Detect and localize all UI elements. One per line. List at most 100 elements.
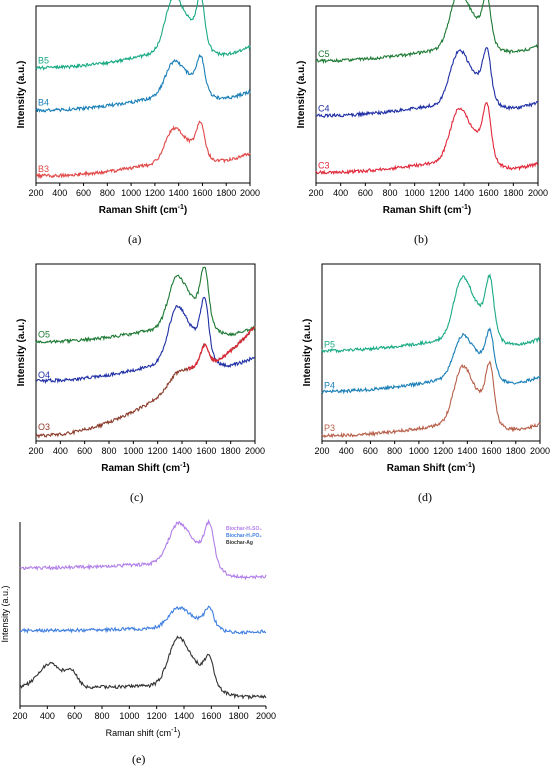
plot-frame	[35, 5, 251, 184]
x-axis-label: Raman Shift (cm-1)	[101, 462, 189, 474]
x-tick-label: 1200	[145, 188, 165, 198]
x-tick-label: 1000	[121, 188, 141, 198]
legend-entry: Biochar-Ag	[226, 540, 253, 546]
x-tick-label: 2000	[245, 446, 265, 456]
x-tick-label: 800	[387, 446, 402, 456]
chart-b: 200 400 600 800 1000 1200 1400 1600 1800 2000 Rama…	[296, 0, 548, 216]
panel-d: 200 400 600 800 1000 1200 1400 1600 1800 2000 Rama…	[278, 258, 550, 510]
x-tick-label: 2000	[240, 188, 260, 198]
series-line-1	[321, 273, 541, 354]
chart-c: 200 400 600 800 1000 1200 1400 1600 1800 2000 Rama…	[16, 263, 265, 474]
x-tick-label: 200	[308, 188, 323, 198]
series-label: P4	[324, 380, 335, 390]
series-label: P3	[324, 423, 335, 433]
series-line-3	[19, 635, 267, 701]
x-tick-label: 600	[67, 711, 82, 721]
x-tick-label: 600	[76, 188, 91, 198]
series-label: O5	[38, 330, 50, 340]
series-line-3	[315, 102, 539, 176]
series-line-tail	[187, 327, 255, 371]
series-line-1	[316, 0, 539, 65]
x-axis-label: Raman Shift (cm-1)	[387, 462, 475, 474]
series-line-1	[19, 518, 267, 581]
x-tick-label: 800	[382, 188, 397, 198]
x-tick-label: 1200	[429, 188, 449, 198]
series-label: O3	[38, 422, 50, 432]
x-tick-label: 800	[94, 711, 109, 721]
y-axis-label: Intensity (a.u.)	[16, 61, 27, 129]
series-line-3	[321, 360, 541, 439]
series-label: C5	[318, 49, 330, 59]
x-tick-label: 2000	[256, 711, 276, 721]
x-tick-label: 2000	[528, 188, 548, 198]
x-tick-label: 200	[12, 711, 27, 721]
panel-c: 200 400 600 800 1000 1200 1400 1600 1800 2000 Rama…	[0, 258, 270, 510]
series-label: B4	[38, 97, 49, 107]
x-tick-label: 1200	[148, 446, 168, 456]
series-line-1	[35, 266, 256, 345]
x-tick-label: 1600	[196, 446, 216, 456]
panel-a: 200 400 600 800 1000 1200 1400 1600 1800 2000 Rama…	[0, 0, 270, 252]
plot-frame	[321, 263, 541, 442]
x-tick-label: 600	[358, 188, 373, 198]
x-tick-label: 200	[28, 188, 43, 198]
x-tick-label: 1400	[172, 446, 192, 456]
x-tick-label: 1400	[169, 188, 189, 198]
x-tick-label: 600	[363, 446, 378, 456]
series-label: B5	[38, 56, 49, 66]
series-label: B3	[38, 164, 49, 174]
series-line-2	[36, 296, 256, 384]
panel-b: 200 400 600 800 1000 1200 1400 1600 1800 2000 Rama…	[278, 0, 548, 252]
series-label: C4	[318, 103, 330, 113]
x-tick-label: 400	[52, 188, 67, 198]
x-tick-label: 1400	[454, 188, 474, 198]
x-tick-label: 1600	[192, 188, 212, 198]
x-tick-label: 1800	[506, 446, 526, 456]
caption-c: (c)	[130, 490, 144, 504]
x-tick-label: 400	[339, 446, 354, 456]
y-axis-label: Intensity (a.u.)	[0, 585, 10, 642]
x-tick-label: 1000	[409, 446, 429, 456]
x-tick-label: 1000	[405, 188, 425, 198]
series-line-2	[321, 327, 541, 395]
series-line-2	[35, 53, 251, 113]
series-line-2	[19, 605, 266, 636]
legend-entry: Biochar-H₂SO₄	[226, 526, 262, 532]
caption-b: (b)	[414, 232, 428, 246]
series-line-1	[35, 0, 251, 71]
x-tick-label: 1200	[147, 711, 167, 721]
caption-d: (d)	[418, 490, 432, 504]
x-tick-label: 1600	[482, 446, 502, 456]
plot-frame	[35, 263, 256, 442]
x-tick-label: 1000	[119, 711, 139, 721]
x-tick-label: 600	[77, 446, 92, 456]
chart-a: 200 400 600 800 1000 1200 1400 1600 1800 2000 Rama…	[16, 0, 260, 216]
x-axis-label: Raman Shift (cm-1)	[383, 204, 471, 216]
x-tick-label: 1400	[457, 446, 477, 456]
panel-e: 200 400 600 800 1000 1200 1400 1600 1800 2000 Rama…	[0, 516, 280, 770]
x-tick-label: 800	[101, 446, 116, 456]
series-label: P5	[324, 340, 335, 350]
series-label: O4	[38, 370, 50, 380]
x-tick-label: 400	[333, 188, 348, 198]
x-tick-label: 200	[28, 446, 43, 456]
series-line-3	[35, 326, 256, 439]
series-line-2	[315, 46, 539, 119]
x-tick-label: 800	[100, 188, 115, 198]
series-label: C3	[318, 160, 330, 170]
x-tick-label: 200	[314, 446, 329, 456]
plot-frame	[315, 5, 539, 184]
caption-e: (e)	[132, 752, 146, 766]
x-tick-label: 1000	[123, 446, 143, 456]
y-axis-label: Intensity (a.u.)	[16, 319, 27, 387]
x-tick-label: 1800	[216, 188, 236, 198]
x-tick-label: 1600	[479, 188, 499, 198]
x-tick-label: 1400	[174, 711, 194, 721]
x-tick-label: 1800	[229, 711, 249, 721]
y-axis-label: Intensity (a.u.)	[296, 61, 307, 129]
x-axis-label: Raman Shift (cm-1)	[99, 204, 187, 216]
x-tick-label: 1800	[503, 188, 523, 198]
x-tick-label: 1600	[201, 711, 221, 721]
x-tick-label: 400	[53, 446, 68, 456]
series-line-3	[35, 120, 251, 180]
